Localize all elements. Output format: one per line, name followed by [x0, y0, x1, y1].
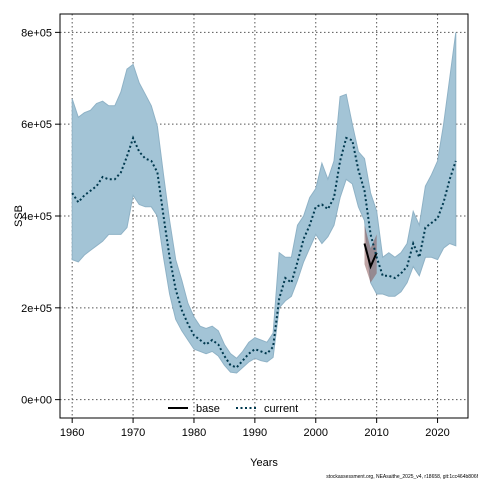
y-axis: 0e+00 2e+05 4e+05 6e+05 8e+05	[21, 27, 60, 407]
x-tick-label: 2020	[425, 427, 449, 439]
confidence-bands	[71, 32, 457, 374]
current-ci-band	[71, 32, 457, 374]
y-axis-title: SSB	[13, 205, 25, 227]
legend: base current	[168, 403, 298, 415]
series-lines	[71, 135, 457, 369]
y-tick-label: 0e+00	[21, 395, 52, 407]
x-axis-title: Years	[250, 457, 278, 469]
footer-text: stockassessment.org, NEAsaithe_2025_v4, …	[326, 474, 478, 480]
base-line	[363, 243, 378, 270]
y-tick-label: 6e+05	[21, 119, 52, 131]
y-tick-label: 2e+05	[21, 303, 52, 315]
x-tick-label: 1990	[243, 427, 267, 439]
x-tick-label: 1960	[60, 427, 84, 439]
x-tick-label: 2000	[304, 427, 328, 439]
x-axis: 1960 1970 1980 1990 2000 2010 2020	[60, 418, 450, 439]
x-tick-label: 2010	[364, 427, 388, 439]
legend-current-label: current	[264, 403, 298, 415]
x-tick-label: 1970	[121, 427, 145, 439]
base-ci-band	[364, 225, 377, 283]
y-tick-label: 4e+05	[21, 211, 52, 223]
x-tick-label: 1980	[182, 427, 206, 439]
legend-base-label: base	[196, 403, 220, 415]
y-tick-label: 8e+05	[21, 27, 52, 39]
